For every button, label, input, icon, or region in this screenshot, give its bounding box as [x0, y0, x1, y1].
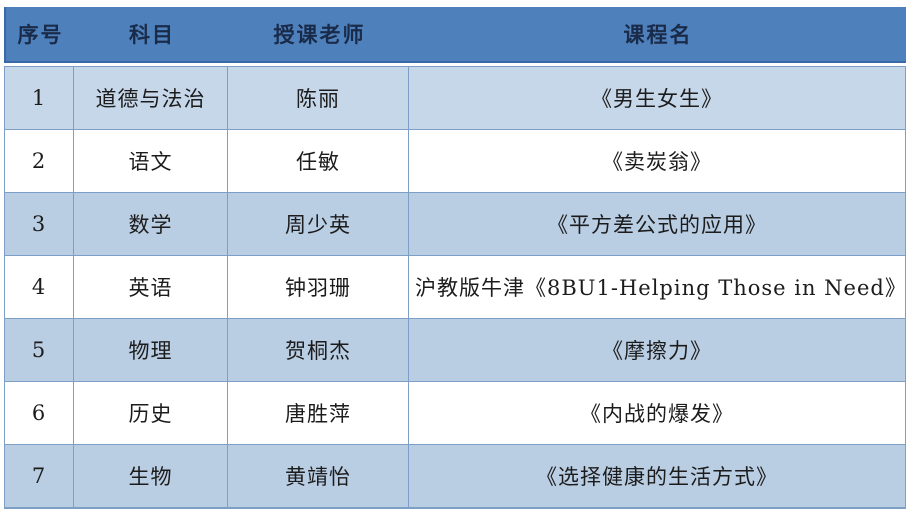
table-row: 5 物理 贺桐杰 《摩擦力》: [4, 318, 906, 381]
header-cell: 序号: [17, 22, 64, 47]
cell-subject: 数学: [73, 193, 227, 255]
cell-subject: 物理: [73, 319, 227, 381]
cell-course: 《选择健康的生活方式》: [408, 445, 906, 507]
cell-number: 2: [4, 130, 73, 192]
cell-course: 《卖炭翁》: [408, 130, 906, 192]
table-body: 1 道德与法治 陈丽 《男生女生》 2 语文 任敏 《卖炭翁》 3 数学 周少英…: [4, 66, 906, 509]
cell-teacher: 贺桐杰: [227, 319, 408, 381]
table-row: 6 历史 唐胜萍 《内战的爆发》: [4, 381, 906, 444]
table-row: 4 英语 钟羽珊 沪教版牛津《8BU1-Helping Those in Nee…: [4, 255, 906, 318]
cell-subject: 语文: [73, 130, 227, 192]
cell-number: 6: [4, 382, 73, 444]
cell-subject: 历史: [73, 382, 227, 444]
table-row: 3 数学 周少英 《平方差公式的应用》: [4, 192, 906, 255]
cell-number: 4: [4, 256, 73, 318]
cell-number: 5: [4, 319, 73, 381]
header-cell: 课程名: [623, 22, 693, 47]
cell-teacher: 周少英: [227, 193, 408, 255]
cell-course: 《男生女生》: [408, 67, 906, 129]
cell-teacher: 钟羽珊: [227, 256, 408, 318]
cell-course: 《平方差公式的应用》: [408, 193, 906, 255]
cell-course: 《内战的爆发》: [408, 382, 906, 444]
table-row: 7 生物 黄靖怡 《选择健康的生活方式》: [4, 444, 906, 507]
cell-number: 7: [4, 445, 73, 507]
table-header-row: 序号 科目 授课老师 课程名: [4, 7, 906, 63]
header-cell: 科目: [129, 22, 175, 47]
cell-course: 沪教版牛津《8BU1-Helping Those in Need》: [408, 256, 906, 318]
cell-teacher: 黄靖怡: [227, 445, 408, 507]
cell-number: 1: [4, 67, 73, 129]
cell-subject: 生物: [73, 445, 227, 507]
cell-subject: 英语: [73, 256, 227, 318]
table-row: 2 语文 任敏 《卖炭翁》: [4, 129, 906, 192]
header-cell: 授课老师: [273, 22, 366, 47]
cell-number: 3: [4, 193, 73, 255]
cell-teacher: 任敏: [227, 130, 408, 192]
cell-subject: 道德与法治: [73, 67, 227, 129]
cell-teacher: 唐胜萍: [227, 382, 408, 444]
course-schedule-table: 序号 科目 授课老师 课程名 1 道德与法治 陈丽 《男生女生》 2 语文 任敏 《卖…: [4, 7, 906, 509]
table-row: 1 道德与法治 陈丽 《男生女生》: [4, 66, 906, 129]
cell-teacher: 陈丽: [227, 67, 408, 129]
cell-course: 《摩擦力》: [408, 319, 906, 381]
